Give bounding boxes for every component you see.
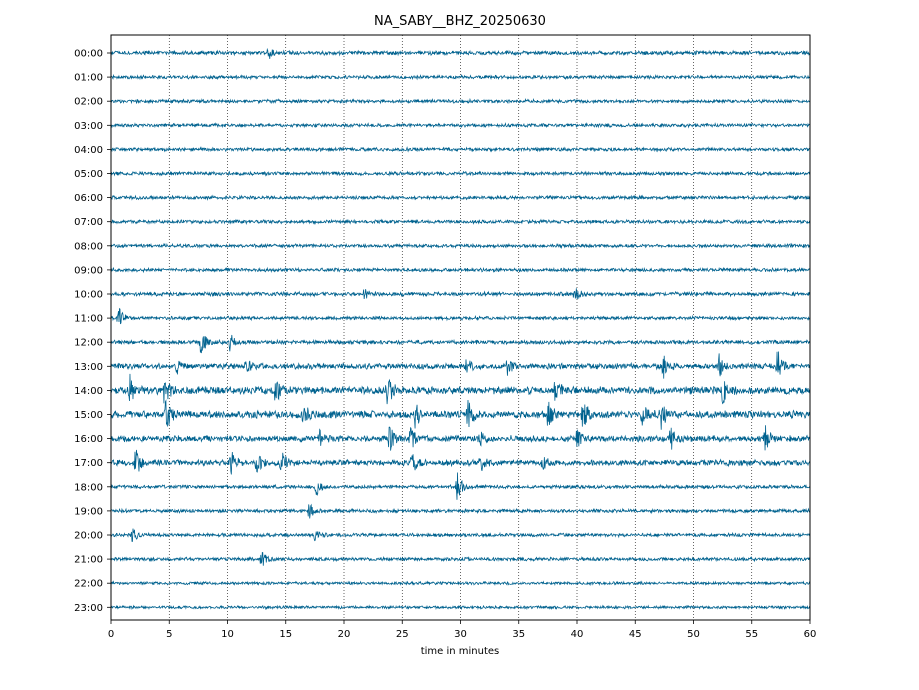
y-tick-label: 18:00 [74, 482, 103, 493]
x-tick-label: 50 [687, 629, 700, 640]
trace-row-0700 [110, 218, 811, 226]
y-tick-label: 08:00 [74, 241, 103, 252]
x-tick-label: 55 [745, 629, 758, 640]
trace-row-0300 [110, 122, 811, 129]
x-tick-labels: 0 5 10 15 20 25 30 35 40 45 50 55 60 [108, 620, 817, 640]
y-tick-label: 01:00 [74, 73, 103, 84]
trace-row-2000 [110, 528, 811, 542]
x-tick-label: 20 [338, 629, 351, 640]
y-tick-label: 03:00 [74, 121, 103, 132]
trace-row-1800 [110, 472, 811, 500]
y-tick-label: 00:00 [74, 49, 103, 60]
y-tick-labels: 00:00 01:00 02:00 03:00 04:00 05:00 06:00 07:00… [74, 49, 111, 614]
y-tick-label: 04:00 [74, 145, 103, 156]
y-tick-label: 19:00 [74, 506, 103, 517]
y-tick-label: 22:00 [74, 579, 103, 590]
trace-row-2100 [110, 551, 811, 566]
y-tick-label: 20:00 [74, 531, 103, 542]
trace-row-0400 [110, 146, 811, 153]
y-tick-label: 02:00 [74, 97, 103, 108]
trace-row-1300 [110, 351, 811, 379]
trace-rows [110, 47, 811, 611]
x-tick-label: 15 [279, 629, 292, 640]
y-tick-label: 16:00 [74, 434, 103, 445]
trace-row-0500 [110, 170, 811, 177]
y-tick-label: 21:00 [74, 555, 103, 566]
x-tick-label: 60 [804, 629, 817, 640]
y-tick-label: 09:00 [74, 265, 103, 276]
y-tick-label: 23:00 [74, 603, 103, 614]
trace-row-1100 [110, 307, 811, 325]
trace-row-2200 [110, 580, 811, 587]
y-tick-label: 13:00 [74, 362, 103, 373]
y-tick-label: 07:00 [74, 217, 103, 228]
y-tick-label: 10:00 [74, 290, 103, 301]
trace-row-1200 [110, 334, 811, 354]
x-tick-label: 35 [512, 629, 525, 640]
trace-row-0900 [110, 266, 811, 274]
trace-row-0200 [110, 97, 811, 105]
trace-row-1000 [110, 288, 811, 300]
x-axis-label: time in minutes [421, 646, 500, 657]
x-tick-label: 0 [108, 629, 114, 640]
trace-row-1400 [110, 373, 811, 405]
y-tick-label: 14:00 [74, 386, 103, 397]
trace-row-1900 [110, 503, 811, 519]
trace-row-1700 [110, 449, 811, 475]
trace-row-1600 [110, 425, 811, 451]
x-tick-label: 30 [454, 629, 467, 640]
x-tick-label: 5 [166, 629, 172, 640]
y-tick-label: 15:00 [74, 410, 103, 421]
y-tick-label: 11:00 [74, 314, 103, 325]
y-tick-label: 05:00 [74, 169, 103, 180]
trace-row-2300 [110, 604, 811, 611]
grid-lines [168, 35, 753, 620]
y-tick-label: 06:00 [74, 193, 103, 204]
trace-row-0000 [110, 47, 811, 59]
x-tick-label: 25 [396, 629, 409, 640]
trace-row-0100 [110, 73, 811, 81]
y-tick-label: 17:00 [74, 458, 103, 469]
x-tick-label: 10 [221, 629, 234, 640]
chart-title: NA_SABY__BHZ_20250630 [374, 14, 546, 29]
trace-row-0600 [110, 194, 811, 201]
y-tick-label: 12:00 [74, 338, 103, 349]
trace-row-1500 [110, 399, 811, 430]
trace-row-0800 [110, 242, 811, 250]
x-tick-label: 45 [629, 629, 642, 640]
x-tick-label: 40 [571, 629, 584, 640]
